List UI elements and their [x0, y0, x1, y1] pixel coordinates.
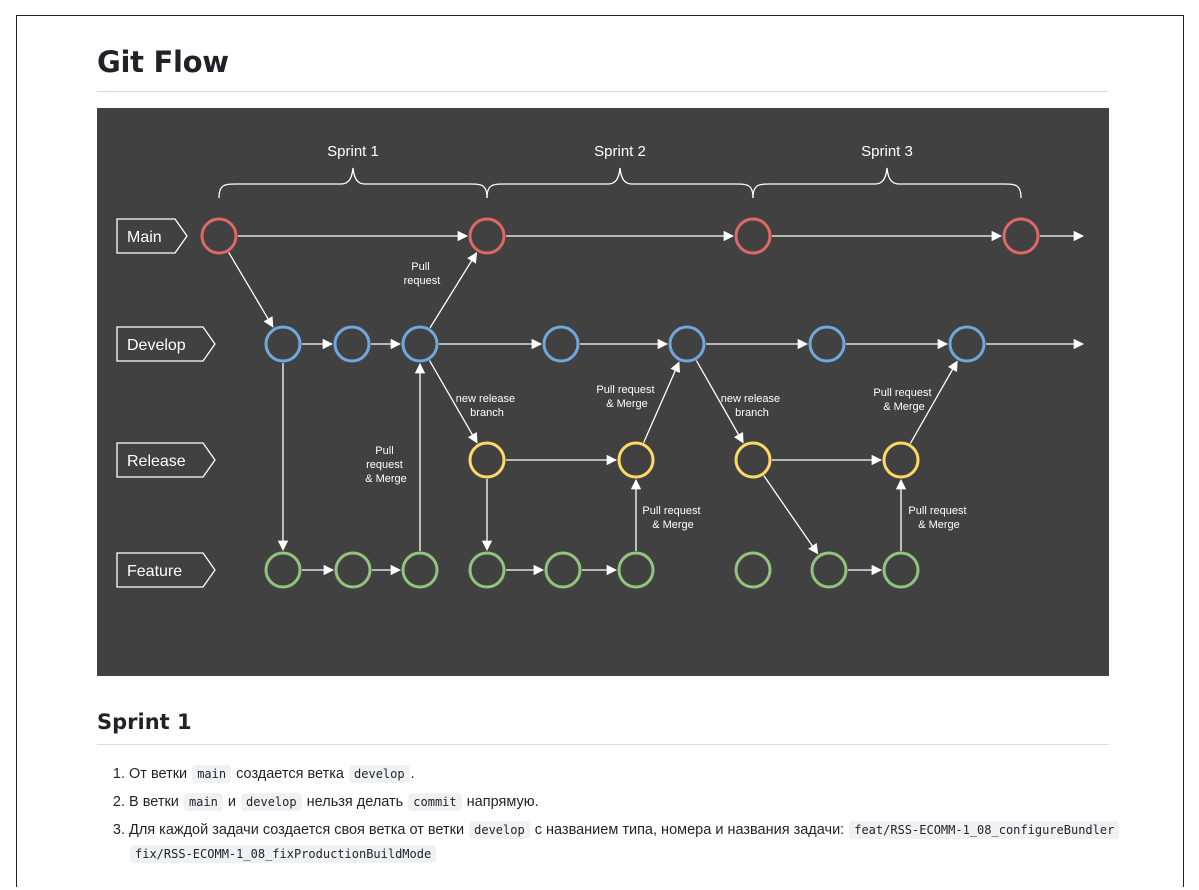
feature-commit-node	[468, 551, 506, 589]
git-flow-svg: Sprint 1 Sprint 2 Sprint 3 Main Develop	[116, 143, 1085, 589]
feature-commit-node	[544, 551, 582, 589]
branch-label-main: Main	[116, 218, 188, 254]
release-commit-node	[882, 441, 920, 479]
annotation-pull-request-merge-3: Pull request & Merge	[642, 505, 703, 531]
sprint-label-3: Sprint 3	[861, 143, 913, 160]
svg-text:Main: Main	[127, 229, 162, 246]
release-commit-node	[468, 441, 506, 479]
feature-commit-node	[617, 551, 655, 589]
main-commit-node	[1002, 217, 1040, 255]
flow-arrow-27	[909, 360, 958, 444]
release-commit-node	[617, 441, 655, 479]
sprint-brace-2	[486, 167, 754, 199]
inline-code: commit	[408, 793, 462, 811]
flow-arrow-25	[695, 360, 744, 444]
svg-text:Release: Release	[127, 453, 186, 470]
sprint-label-2: Sprint 2	[594, 143, 646, 160]
annotation-new-release-branch-2: new release branch	[721, 393, 783, 419]
rules-list: От ветки main создается ветка develop. В…	[97, 762, 1129, 870]
flow-arrow-6	[429, 252, 478, 329]
develop-commit-node	[948, 325, 986, 363]
flow-arrow-18	[428, 360, 478, 444]
develop-commit-node	[264, 325, 302, 363]
inline-code: main	[192, 765, 232, 783]
feature-commit-node	[334, 551, 372, 589]
sprint-brace-1	[218, 167, 488, 199]
sprint-label-1: Sprint 1	[327, 143, 379, 160]
annotation-pull-request-merge-1: Pull request & Merge	[596, 384, 657, 410]
list-item: Для каждой задачи создается своя ветка о…	[129, 818, 1129, 866]
feature-commit-node	[882, 551, 920, 589]
inline-code: feat/RSS-ECOMM-1_08_configureBundler	[849, 821, 1120, 839]
develop-commit-node	[333, 325, 371, 363]
annotation-pull-request-merge-4: Pull request & Merge	[908, 505, 969, 531]
inline-code: develop	[349, 765, 410, 783]
annotation-pull-request-merge-2: Pull request & Merge	[873, 387, 934, 413]
annotation-new-release-branch-1: new release branch	[456, 393, 518, 419]
feature-commit-node	[810, 551, 848, 589]
develop-commit-node	[668, 325, 706, 363]
annotation-pull-request: Pull request	[404, 261, 441, 287]
list-item: В ветки main и develop нельзя делать com…	[129, 790, 1129, 814]
main-commit-node	[734, 217, 772, 255]
sprint-brace-3	[752, 167, 1022, 199]
list-item: От ветки main создается ветка develop.	[129, 762, 1129, 786]
inline-code: main	[183, 793, 223, 811]
develop-commit-node	[542, 325, 580, 363]
main-commit-node	[468, 217, 506, 255]
branch-label-release: Release	[116, 442, 216, 478]
svg-text:Feature: Feature	[127, 563, 182, 580]
inline-code: develop	[469, 821, 530, 839]
page-frame: Git Flow Sprint 1 Sprint 2 Sprint 3	[16, 15, 1184, 887]
feature-commit-node	[401, 551, 439, 589]
section-title: Sprint 1	[97, 710, 192, 734]
main-commit-node	[200, 217, 238, 255]
flow-arrow-28	[763, 475, 819, 555]
inline-code: fix/RSS-ECOMM-1_08_fixProductionBuildMod…	[130, 845, 437, 863]
title-divider	[97, 91, 1109, 92]
develop-commit-node	[401, 325, 439, 363]
feature-commit-node	[734, 551, 772, 589]
section-divider	[97, 744, 1109, 745]
annotation-pull-request-merge-vertical: Pull request & Merge	[365, 445, 407, 485]
branch-label-feature: Feature	[116, 552, 216, 588]
develop-commit-node	[808, 325, 846, 363]
flow-arrows	[228, 230, 1085, 576]
release-commit-node	[734, 441, 772, 479]
commit-nodes	[200, 217, 1040, 589]
page-title: Git Flow	[97, 45, 229, 79]
feature-commit-node	[264, 551, 302, 589]
flow-arrow-20	[643, 361, 680, 443]
svg-text:Develop: Develop	[127, 337, 186, 354]
flow-arrow-5	[228, 252, 274, 328]
branch-label-develop: Develop	[116, 326, 216, 362]
git-flow-diagram: Sprint 1 Sprint 2 Sprint 3 Main Develop	[97, 108, 1109, 676]
inline-code: develop	[241, 793, 302, 811]
